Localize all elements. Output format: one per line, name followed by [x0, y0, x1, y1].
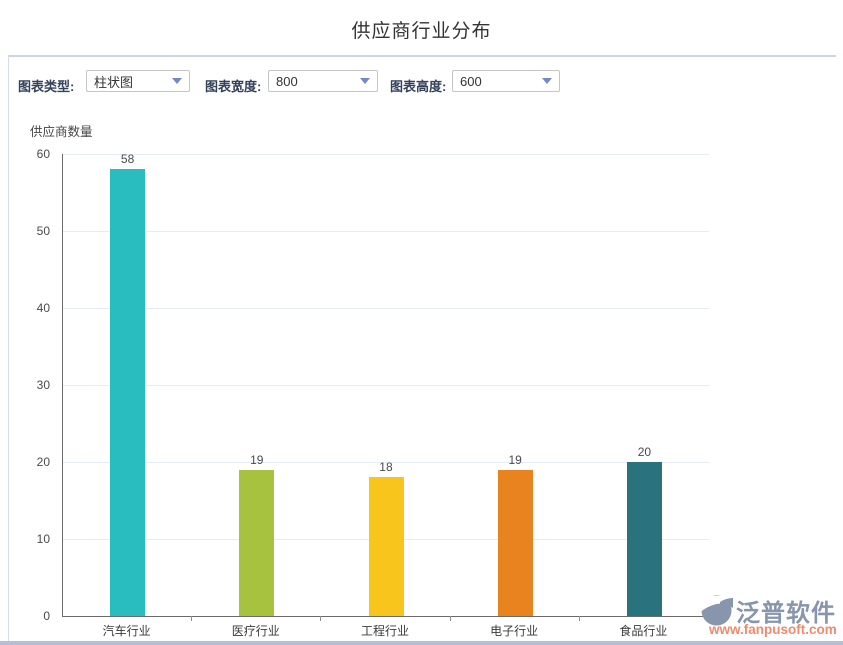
x-axis-category-label: 汽车行业 [102, 624, 151, 638]
fanpu-logo-icon [700, 595, 733, 626]
chevron-down-icon [172, 78, 182, 84]
x-axis-tick [449, 616, 451, 621]
watermark: 泛普软件 www.fanpusoft.com [700, 593, 840, 641]
panel-top-divider [8, 55, 836, 57]
gridline [63, 307, 709, 309]
chart-type-select[interactable]: 柱状图 [86, 70, 190, 92]
panel-left-divider [8, 55, 9, 641]
x-axis-tick [191, 616, 193, 621]
y-axis-tick-label: 50 [36, 224, 50, 238]
x-axis-category-label: 电子行业 [490, 624, 539, 638]
bar-电子行业 [497, 469, 533, 616]
chart-height-label: 图表高度: [390, 79, 447, 94]
chart-type-label: 图表类型: [18, 79, 75, 94]
chevron-down-icon [542, 78, 552, 84]
chart-type-value: 柱状图 [94, 74, 134, 90]
bottom-scroll-band[interactable] [0, 641, 843, 645]
page-title: 供应商行业分布 [351, 21, 492, 42]
chart-width-label: 图表宽度: [205, 79, 262, 94]
gridline [63, 461, 709, 463]
y-axis-tick-label: 20 [36, 455, 50, 469]
bar-value-label: 58 [120, 152, 135, 167]
bar-value-label: 20 [637, 445, 652, 459]
x-axis-category-label: 医疗行业 [231, 624, 280, 638]
gridline [63, 384, 709, 386]
chart-width-select[interactable]: 800 [268, 70, 378, 92]
gridline [63, 153, 709, 155]
bar-value-label: 19 [250, 452, 264, 467]
y-axis-tick-label: 0 [43, 609, 50, 623]
bar-食品行业 [626, 462, 662, 616]
watermark-url: www.fanpusoft.com [709, 622, 837, 637]
y-axis-tick-label: 10 [36, 532, 50, 546]
x-axis-category-label: 食品行业 [619, 624, 668, 638]
bar-value-label: 19 [508, 452, 522, 467]
bar-工程行业 [368, 477, 404, 616]
bar-医疗行业 [239, 469, 275, 616]
x-axis-tick [578, 616, 580, 621]
chart-width-value: 800 [276, 73, 298, 89]
watermark-brand: 泛普软件 [736, 600, 836, 627]
x-axis-tick [320, 616, 322, 621]
gridline [63, 230, 709, 232]
y-axis-title: 供应商数量 [30, 125, 93, 139]
y-axis-tick-label: 30 [36, 378, 50, 392]
chart-height-select[interactable]: 600 [452, 70, 560, 92]
y-axis-tick-label: 40 [36, 301, 50, 315]
chevron-down-icon [360, 78, 370, 84]
y-axis-tick-label: 60 [36, 147, 50, 161]
bar-汽车行业 [110, 169, 146, 616]
chart-height-value: 600 [460, 73, 482, 89]
x-axis-category-label: 工程行业 [360, 624, 409, 638]
plot-area: 58 19 18 19 20 [62, 152, 709, 621]
bar-value-label: 18 [379, 460, 393, 475]
